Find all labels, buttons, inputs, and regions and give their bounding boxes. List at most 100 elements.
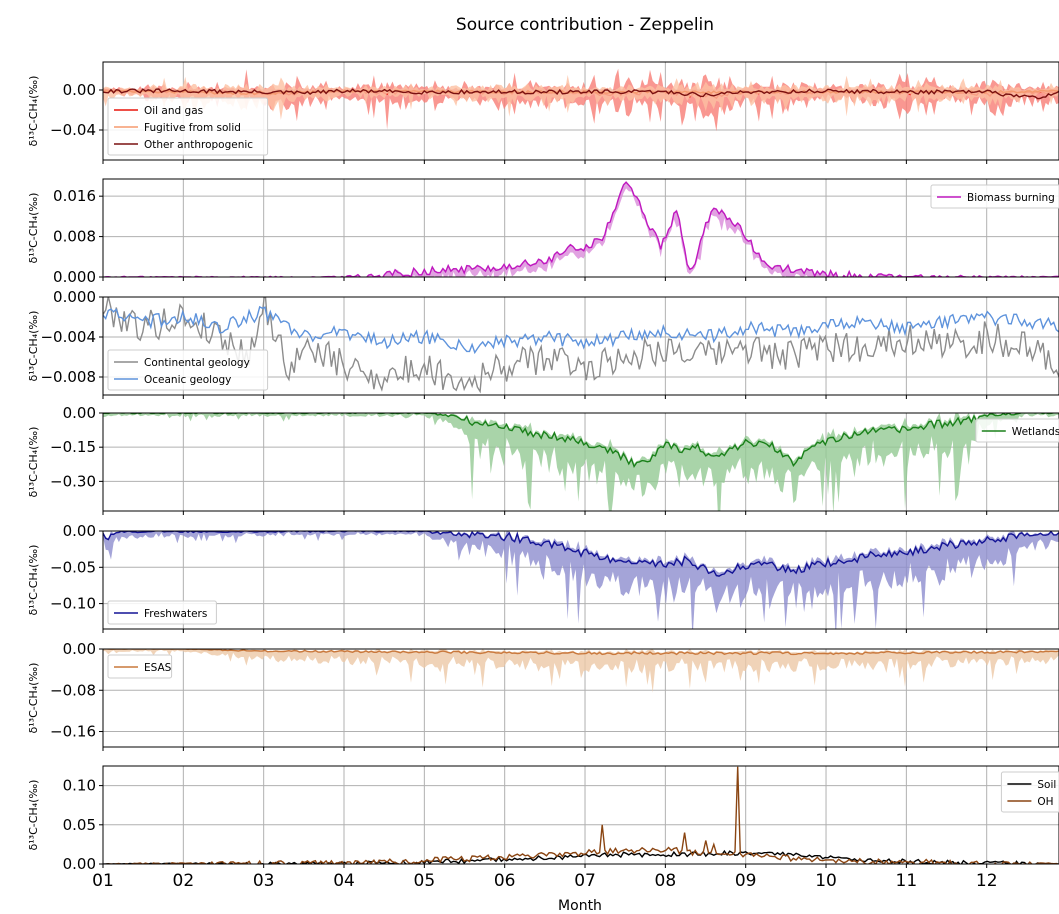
y-tick-label: 0.00 [63, 640, 96, 658]
legend-label: Oceanic geology [144, 374, 231, 386]
x-tick-label: 06 [494, 871, 516, 891]
panel-esas: 0.00 −0.08 −0.16 δ¹³C-CH₄(‰) ESAS [27, 640, 1059, 751]
y-tick-label: 0.008 [53, 228, 96, 246]
legend-label: Wetlands [1012, 426, 1059, 438]
legend-label: ESAS [144, 662, 172, 674]
legend-label: Oil and gas [144, 105, 203, 117]
panel-wetlands: 0.00 −0.15 −0.30 δ¹³C-CH₄(‰) Wetlands [27, 404, 1059, 515]
series-line-esas [103, 649, 1059, 656]
panel-fossil: 0.00 −0.04 δ¹³C-CH₄(‰) Oil and gas Fugitive … [27, 61, 1059, 164]
y-axis-label: δ¹³C-CH₄(‰) [27, 663, 40, 734]
x-axis-label: Month [558, 898, 602, 914]
series-line-continental-geology [103, 297, 1059, 394]
y-tick-label: 0.000 [53, 288, 96, 306]
y-axis-label: δ¹³C-CH₄(‰) [27, 311, 40, 382]
legend-label: Continental geology [144, 357, 250, 369]
legend: Wetlands [975, 418, 1059, 443]
y-axis-label: δ¹³C-CH₄(‰) [27, 76, 40, 147]
y-tick-label: 0.10 [63, 777, 96, 795]
legend-label: Soil [1037, 779, 1056, 791]
legend: Freshwaters [107, 600, 217, 625]
axes-frame [102, 648, 1059, 748]
series-group [103, 181, 1059, 277]
series-group [103, 413, 1059, 511]
legend-label: Biomass burning [967, 192, 1055, 204]
legend: Biomass burning [930, 184, 1059, 209]
grid [102, 179, 1059, 278]
band-freshwaters [103, 531, 1059, 629]
legend-box [975, 418, 1059, 443]
axes-frame [102, 178, 1059, 278]
x-tick-label: 08 [655, 871, 677, 891]
series-group [103, 766, 1059, 864]
legend-label: Fugitive from solid [144, 122, 241, 134]
legend-label: OH [1037, 796, 1053, 808]
y-axis-label: δ¹³C-CH₄(‰) [27, 545, 40, 616]
axes-frame [102, 412, 1059, 512]
panel-biomass: 0.016 0.008 0.000 δ¹³C-CH₄(‰) Biomass burnin… [27, 178, 1059, 286]
x-tick-label: 02 [173, 871, 195, 891]
legend-box [1000, 771, 1059, 813]
x-tick-label: 11 [896, 871, 918, 891]
x-tick-label: 04 [333, 871, 355, 891]
panels: 0.00 −0.04 δ¹³C-CH₄(‰) Oil and gas Fugitive … [27, 61, 1059, 891]
legend-label: Other anthropogenic [144, 139, 253, 151]
y-axis-label: δ¹³C-CH₄(‰) [27, 193, 40, 264]
series-line-oh [103, 766, 1059, 864]
x-tick-label: 03 [253, 871, 275, 891]
chart-title: Source contribution - Zeppelin [456, 15, 714, 35]
series-line-freshwaters [103, 531, 1059, 577]
series-group [103, 531, 1059, 629]
y-tick-label: −0.08 [50, 681, 96, 699]
axes-frame [102, 765, 1059, 865]
series-group [103, 68, 1059, 132]
y-tick-label: 0.000 [53, 268, 96, 286]
legend: Soil OH [1000, 771, 1059, 813]
x-tick-label: 01 [92, 871, 114, 891]
axes-frame [102, 296, 1059, 396]
x-tick-label: 09 [735, 871, 757, 891]
x-tick-labels: 01 02 03 04 05 06 07 08 09 10 11 12 [92, 871, 997, 891]
y-tick-label: −0.004 [40, 328, 96, 346]
band-fugitive-from-solid [103, 74, 1059, 120]
panel-sinks: 0.10 0.05 0.00 δ¹³C-CH₄(‰) Soil OH [27, 765, 1059, 873]
series-line-biomass-burning [103, 181, 1059, 277]
band-esas [103, 649, 1059, 693]
legend: Continental geology Oceanic geology [107, 349, 269, 391]
legend-box [107, 600, 217, 625]
y-axis-label: δ¹³C-CH₄(‰) [27, 427, 40, 498]
y-tick-label: −0.04 [50, 121, 96, 139]
legend-box [930, 184, 1059, 209]
y-tick-label: −0.15 [50, 438, 96, 456]
series-line-other-anthropogenic [103, 88, 1059, 100]
y-tick-label: 0.00 [63, 404, 96, 422]
legend: ESAS [107, 654, 173, 679]
x-tick-label: 12 [976, 871, 998, 891]
legend-box [107, 349, 269, 391]
y-tick-label: 0.00 [63, 855, 96, 873]
x-tick-label: 05 [414, 871, 436, 891]
band-oil-and-gas [103, 68, 1059, 132]
y-tick-label: −0.30 [50, 472, 96, 490]
y-tick-label: −0.16 [50, 723, 96, 741]
y-tick-label: 0.05 [63, 816, 96, 834]
band-wetlands [103, 413, 1059, 511]
grid [102, 766, 1059, 865]
legend-box [107, 654, 173, 679]
x-tick-label: 10 [815, 871, 837, 891]
x-tick-label: 07 [574, 871, 596, 891]
legend-label: Freshwaters [144, 608, 207, 620]
panel-freshwaters: 0.00 −0.05 −0.10 δ¹³C-CH₄(‰) Freshwaters [27, 522, 1059, 633]
series-group [103, 297, 1059, 394]
y-tick-label: −0.05 [50, 558, 96, 576]
series-group [103, 649, 1059, 693]
legend: Oil and gas Fugitive from solid Other anth… [107, 97, 269, 156]
y-tick-label: −0.10 [50, 595, 96, 613]
y-axis-label: δ¹³C-CH₄(‰) [27, 780, 40, 851]
series-line-oceanic-geology [103, 305, 1059, 355]
y-tick-label: 0.00 [63, 522, 96, 540]
y-tick-label: 0.016 [53, 187, 96, 205]
axes-frame [102, 530, 1059, 630]
